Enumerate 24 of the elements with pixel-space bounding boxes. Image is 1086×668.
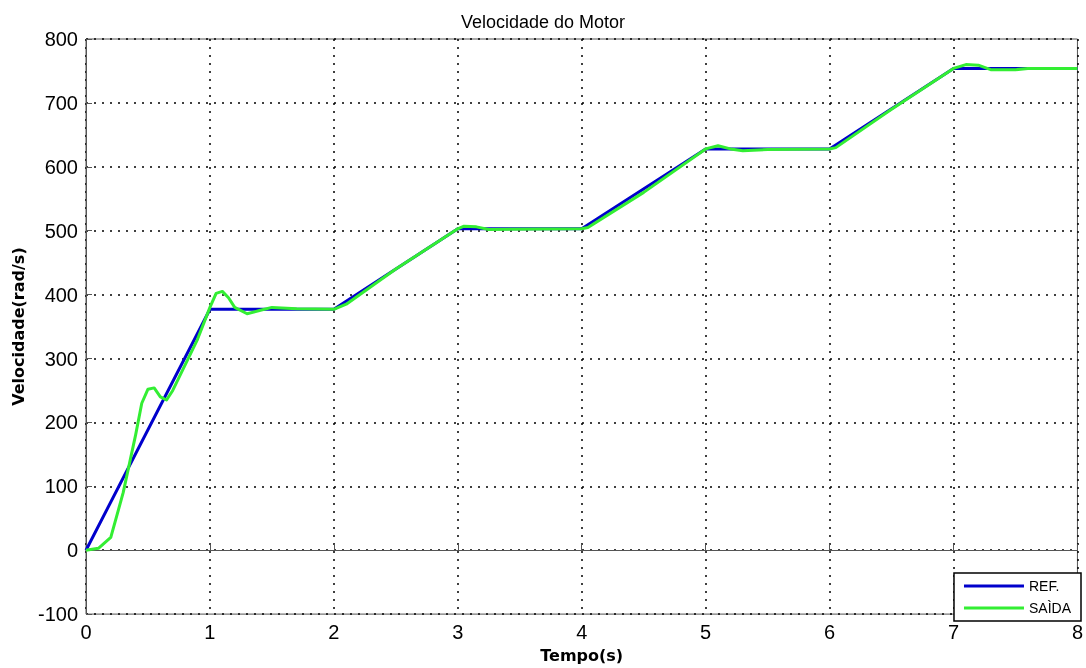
x-tick-label: 4	[576, 621, 588, 644]
y-tick-label: 800	[44, 28, 78, 50]
x-axis-title: Tempo(s)	[540, 645, 624, 665]
y-tick-label: 700	[44, 91, 78, 114]
x-tick-label: 1	[204, 621, 216, 644]
y-tick-label: 300	[44, 347, 78, 370]
x-tick-label: 5	[700, 621, 712, 644]
chart-title: Velocidade do Motor	[460, 12, 626, 32]
y-tick-label: 200	[44, 411, 78, 434]
y-tick-label: 100	[44, 475, 78, 498]
y-tick-label: 0	[66, 539, 78, 562]
x-tick-label: 0	[80, 621, 92, 644]
x-tick-label: 6	[824, 621, 836, 644]
y-tick-label: 400	[44, 283, 78, 306]
y-tick-label: 500	[44, 219, 78, 242]
x-tick-label: 8	[1071, 621, 1083, 644]
x-tick-label: 3	[452, 621, 464, 644]
x-tick-label: 7	[947, 621, 960, 644]
y-tick-label: -100	[37, 603, 78, 626]
legend-label: SAÌDA	[1028, 600, 1072, 616]
x-tick-label: 2	[328, 621, 340, 644]
y-tick-label: 600	[44, 155, 78, 178]
y-axis-title: Velocidade(rad/s)	[8, 247, 28, 406]
legend-label: REF.	[1028, 578, 1060, 594]
